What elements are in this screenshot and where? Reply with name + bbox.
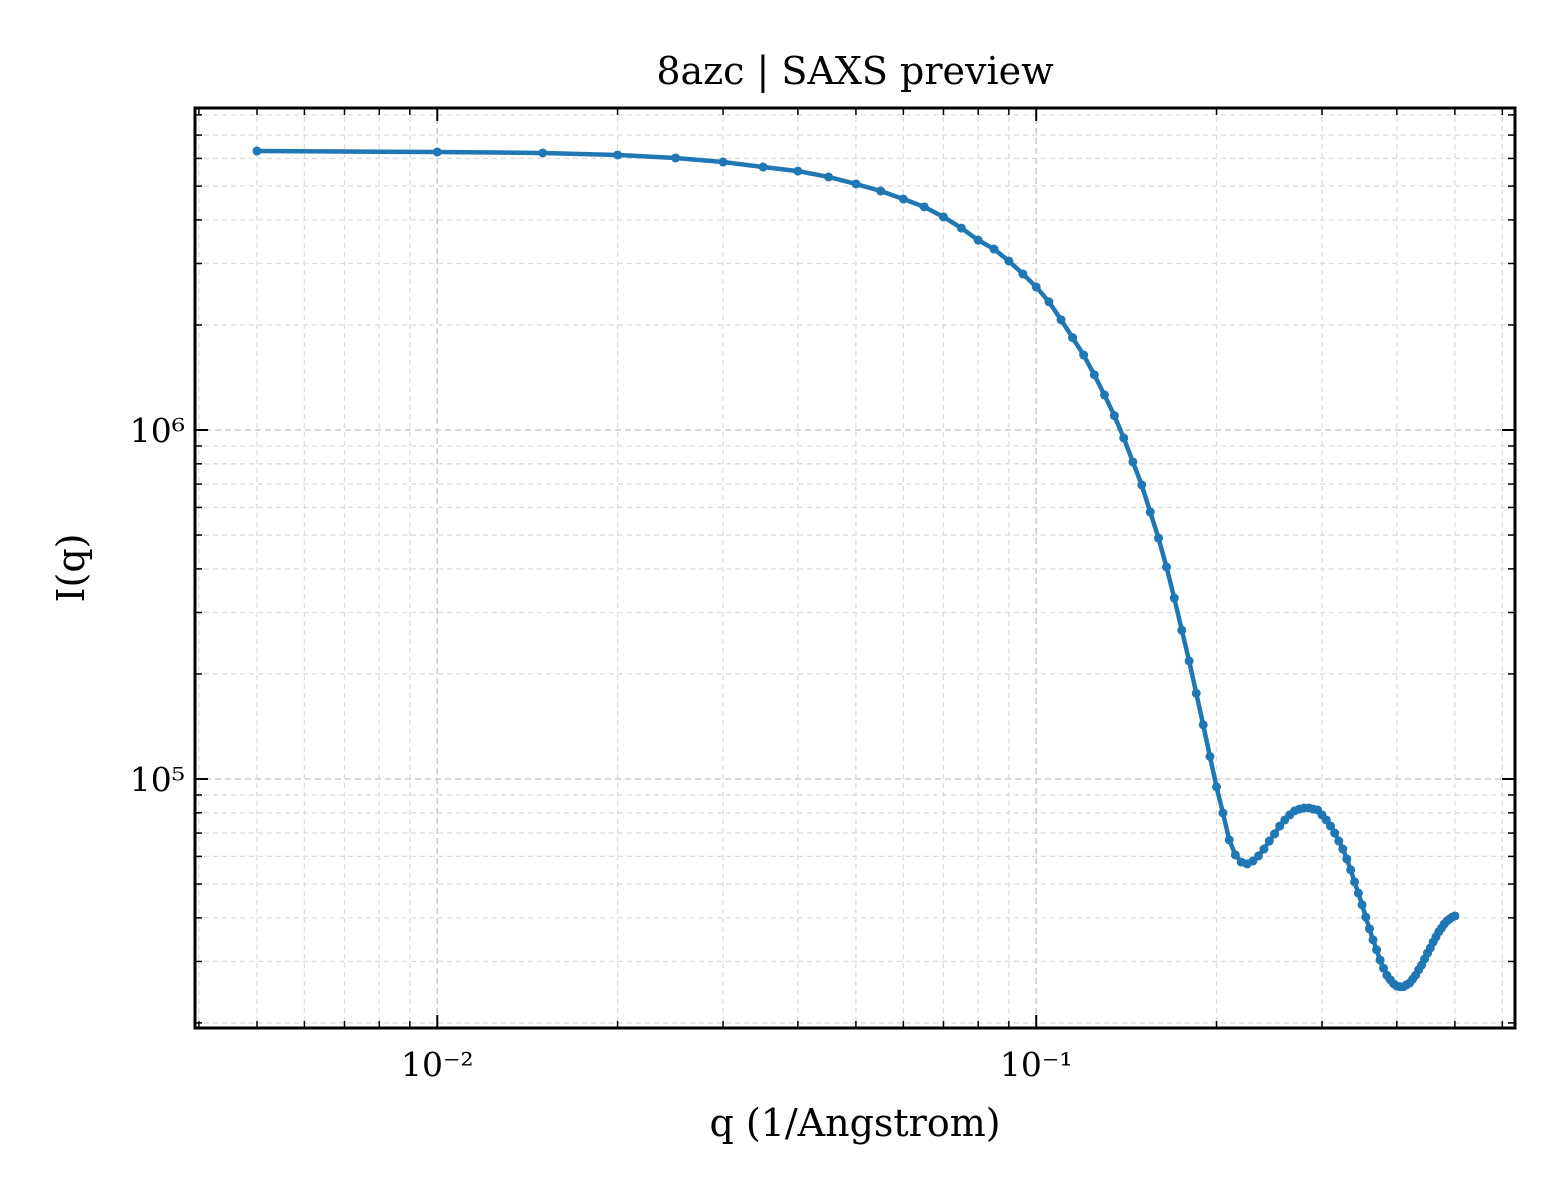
- x-tick-label: 10⁻¹: [1000, 1045, 1073, 1084]
- data-point: [1128, 457, 1138, 467]
- plot-area: [252, 146, 1460, 992]
- data-point: [1068, 333, 1078, 343]
- data-point: [671, 153, 681, 163]
- data-point: [1350, 877, 1360, 887]
- data-point: [1353, 888, 1363, 898]
- data-point: [1253, 851, 1263, 861]
- y-axis-label: I(q): [49, 534, 93, 603]
- data-point: [1368, 935, 1378, 945]
- data-point: [1198, 720, 1208, 730]
- data-point: [1230, 850, 1240, 860]
- data-point: [1018, 269, 1028, 279]
- data-point: [1372, 945, 1382, 955]
- data-point: [1346, 865, 1356, 875]
- axes-frame: [193, 106, 1517, 1030]
- data-point: [1004, 256, 1014, 266]
- data-point: [1270, 829, 1280, 839]
- data-point: [1056, 315, 1066, 325]
- data-point: [1031, 282, 1041, 292]
- data-point: [1275, 821, 1285, 831]
- data-point: [1089, 370, 1099, 380]
- data-point: [1330, 828, 1340, 838]
- data-point: [1259, 844, 1269, 854]
- data-point: [919, 202, 929, 212]
- y-tick-label: 10⁵: [130, 760, 185, 799]
- data-point: [851, 179, 861, 189]
- data-point: [1357, 900, 1367, 910]
- data-point: [1109, 411, 1119, 421]
- data-point: [1212, 782, 1222, 792]
- data-point: [1334, 836, 1344, 846]
- data-point: [1044, 297, 1054, 307]
- data-point: [1184, 656, 1194, 666]
- data-point: [1218, 808, 1228, 818]
- data-point: [876, 186, 886, 196]
- data-point: [1224, 835, 1234, 845]
- x-axis-label: q (1/Angstrom): [709, 1101, 1000, 1145]
- chart-title: 8azc | SAXS preview: [656, 49, 1054, 93]
- data-point: [1361, 912, 1371, 922]
- data-point: [1169, 593, 1179, 603]
- y-tick-label: 10⁶: [130, 411, 185, 450]
- data-point: [824, 172, 834, 182]
- data-point: [538, 148, 548, 158]
- data-point: [973, 235, 983, 245]
- data-point: [1161, 562, 1171, 572]
- data-point: [793, 166, 803, 176]
- x-tick-label: 10⁻²: [401, 1045, 474, 1084]
- data-point: [1099, 390, 1109, 400]
- data-point: [898, 194, 908, 204]
- data-point: [718, 157, 728, 167]
- data-point: [1145, 507, 1155, 517]
- grid: [195, 108, 1515, 1028]
- data-point: [1450, 911, 1460, 921]
- data-point: [1119, 433, 1129, 443]
- data-point: [956, 223, 966, 233]
- data-point: [1342, 854, 1352, 864]
- data-point: [1137, 480, 1147, 490]
- data-point: [758, 162, 768, 172]
- data-point: [1177, 625, 1187, 635]
- data-point: [252, 146, 262, 156]
- data-point: [1205, 751, 1215, 761]
- data-point: [432, 147, 442, 157]
- data-point: [1375, 955, 1385, 965]
- data-point: [1326, 821, 1336, 831]
- data-point: [1364, 924, 1374, 934]
- data-point: [1378, 963, 1388, 973]
- data-point: [1338, 844, 1348, 854]
- data-point: [613, 150, 623, 160]
- data-point: [938, 212, 948, 222]
- data-point: [1153, 533, 1163, 543]
- data-point: [1264, 836, 1274, 846]
- data-point: [1191, 688, 1201, 698]
- data-point: [989, 244, 999, 254]
- data-point: [1079, 350, 1089, 360]
